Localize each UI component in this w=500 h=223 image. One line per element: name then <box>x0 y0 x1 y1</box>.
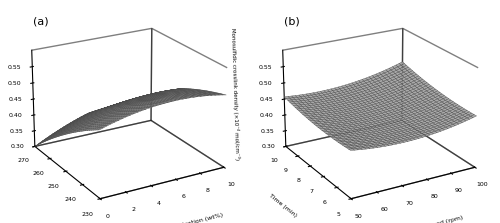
X-axis label: HDA-concentration (wt%): HDA-concentration (wt%) <box>145 212 224 223</box>
Y-axis label: Time (min): Time (min) <box>268 193 298 218</box>
X-axis label: Rotor speed (rpm): Rotor speed (rpm) <box>407 215 464 223</box>
Text: (b): (b) <box>284 16 300 26</box>
Text: (a): (a) <box>32 16 48 26</box>
